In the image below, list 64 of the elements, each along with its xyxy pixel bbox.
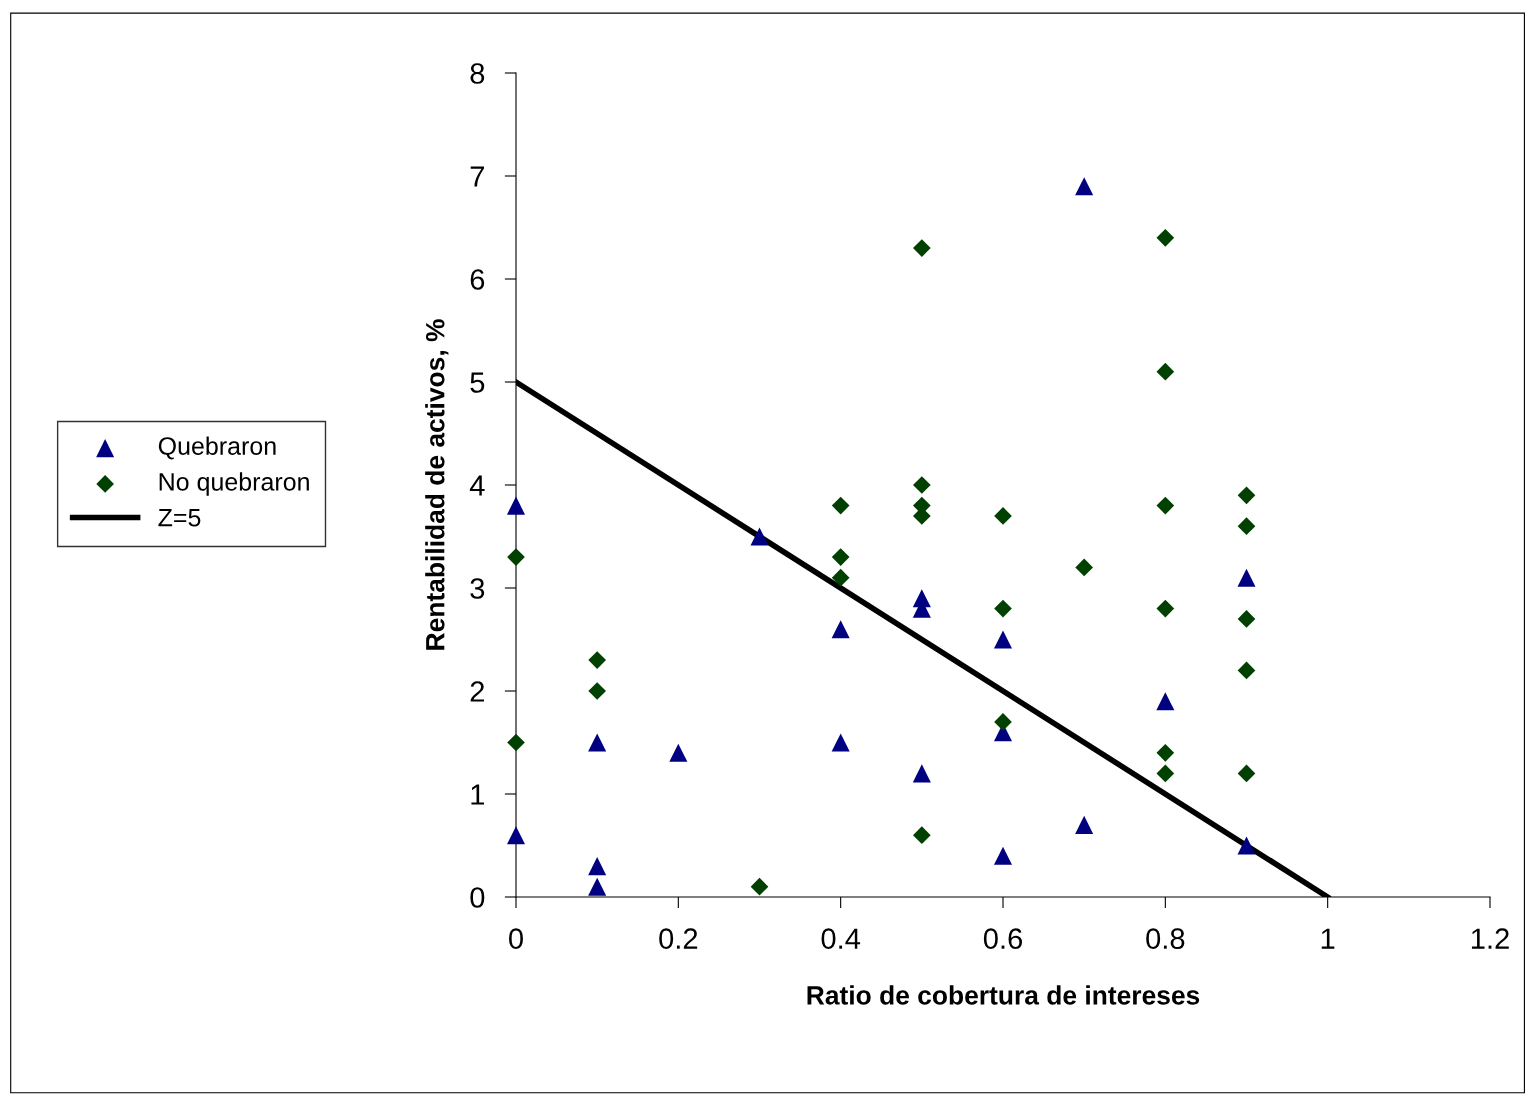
point [588, 857, 607, 876]
point [507, 548, 525, 566]
y-tick-label: 0 [470, 887, 485, 908]
point [1237, 486, 1256, 505]
point [506, 496, 526, 515]
point [912, 239, 931, 257]
point [912, 476, 931, 494]
point [1156, 764, 1175, 783]
point [1075, 815, 1094, 834]
point [588, 733, 607, 752]
point [1156, 228, 1175, 247]
point [1237, 764, 1256, 783]
point [831, 733, 850, 752]
point [588, 877, 607, 896]
y-axis-title: Rentabilidad de activos, % [425, 319, 449, 650]
point [1237, 517, 1256, 536]
point [1237, 568, 1256, 587]
y-tick-label: 1 [471, 784, 485, 805]
point [993, 846, 1013, 865]
x-tick-label: 0.2 [659, 928, 698, 949]
x-tick-label: 0.6 [983, 928, 1022, 949]
y-tick-label: 7 [470, 166, 484, 187]
y-tick-label: 4 [469, 475, 485, 496]
x-axis-title: Ratio de cobertura de intereses [807, 985, 1200, 1005]
y-tick-label: 3 [470, 578, 485, 599]
y-tick-label: 5 [470, 372, 485, 393]
y-tick-label: 8 [470, 63, 485, 84]
point [750, 527, 769, 546]
x-tick-label: 0 [509, 928, 523, 949]
x-tick-label: 1.2 [1471, 928, 1509, 949]
legend-label: No quebraron [159, 472, 309, 496]
point [831, 496, 850, 515]
point [831, 620, 850, 639]
point [1156, 599, 1175, 618]
point [993, 630, 1013, 649]
point [831, 568, 850, 587]
point [1075, 177, 1094, 196]
point [669, 743, 688, 762]
point [994, 507, 1012, 525]
point [588, 682, 607, 700]
point [507, 733, 525, 752]
point [1156, 743, 1175, 762]
point [994, 713, 1012, 731]
point [912, 826, 931, 845]
point [1237, 661, 1256, 680]
x-tick-label: 1 [1321, 928, 1335, 949]
point [1156, 692, 1175, 711]
x-tick-label: 0.8 [1146, 928, 1185, 949]
x-tick-label: 0.4 [821, 928, 861, 949]
point [1156, 496, 1175, 515]
point [994, 599, 1012, 618]
legend-label: Quebraron [158, 436, 276, 460]
point [912, 764, 931, 783]
y-tick-label: 6 [470, 269, 485, 290]
y-tick-label: 2 [470, 681, 484, 702]
point [588, 651, 607, 669]
point [506, 826, 526, 845]
point [1237, 610, 1256, 628]
point [1075, 558, 1094, 577]
point [831, 548, 850, 566]
point [1237, 836, 1256, 855]
point [1156, 362, 1175, 381]
point [750, 877, 769, 896]
legend-label: Z=5 [158, 509, 201, 527]
